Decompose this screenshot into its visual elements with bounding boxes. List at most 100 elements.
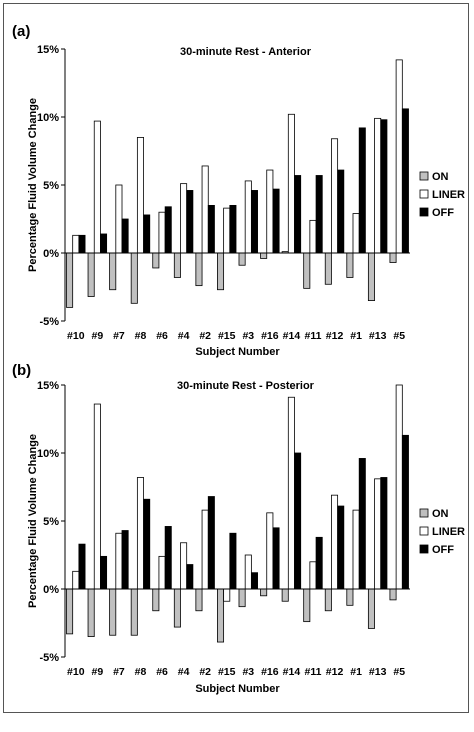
x-axis-title: Subject Number [195, 683, 280, 695]
bar-off-3 [250, 572, 258, 590]
bar-on-6 [152, 252, 160, 269]
bar-on-5 [389, 252, 397, 263]
y-tick-label: 10% [37, 112, 59, 124]
legend-swatch-liner [419, 189, 429, 199]
bar-liner-6 [158, 211, 166, 254]
bar-off-14 [294, 452, 302, 590]
bar-off-12 [337, 169, 345, 254]
bar-liner-8 [136, 136, 144, 254]
x-tick-label: #8 [135, 330, 147, 342]
x-tick-label: #5 [393, 330, 405, 342]
bar-liner-13 [374, 117, 382, 254]
panel-a: (a) 30-minute Rest - Anterior -5% 0% 5% 10% 15… [12, 23, 465, 358]
bar-off-1 [358, 127, 366, 254]
x-tick-label: #4 [178, 666, 190, 678]
x-tick-label: #5 [393, 666, 405, 678]
bar-liner-11 [309, 561, 317, 590]
x-tick-label: #13 [369, 330, 387, 342]
panel-b: (b) 30-minute Rest - Posterior -5% 0% 5% 10% 1… [12, 362, 465, 695]
bar-on-13 [367, 588, 375, 629]
bar-on-11 [303, 252, 311, 289]
chart-title: 30-minute Rest - Anterior [180, 46, 312, 58]
bar-off-6 [164, 206, 172, 254]
bar-on-1 [346, 588, 354, 606]
x-tick-label: #1 [350, 666, 362, 678]
bar-off-10 [78, 234, 86, 254]
legend-label-on: ON [432, 508, 449, 520]
bar-liner-8 [136, 477, 144, 590]
bar-off-11 [315, 175, 323, 254]
legend-label-liner: LINER [432, 526, 465, 538]
x-tick-label: #16 [261, 330, 279, 342]
bar-off-13 [380, 477, 388, 590]
bar-liner-15 [223, 207, 231, 254]
x-tick-label: #9 [92, 666, 104, 678]
bar-liner-12 [331, 494, 339, 590]
bar-off-15 [229, 532, 237, 590]
bar-off-12 [337, 505, 345, 590]
legend-label-off: OFF [432, 207, 454, 219]
bar-liner-14 [287, 113, 295, 254]
bar-off-5 [401, 108, 409, 254]
x-tick-label: #6 [156, 666, 168, 678]
x-tick-label: #14 [283, 330, 301, 342]
bar-on-4 [173, 588, 181, 628]
y-tick-label: 0% [43, 584, 59, 596]
x-axis-title: Subject Number [195, 346, 280, 358]
y-tick-label: 5% [43, 516, 59, 528]
y-axis-title: Percentage Fluid Volume Change [27, 98, 39, 272]
bar-liner-6 [158, 555, 166, 590]
x-tick-label: #16 [261, 666, 279, 678]
bar-on-5 [389, 588, 397, 601]
bar-on-2 [195, 588, 203, 612]
bar-on-7 [109, 252, 117, 291]
x-tick-label: #8 [135, 666, 147, 678]
bar-on-6 [152, 588, 160, 612]
bar-liner-5 [395, 59, 403, 254]
bar-on-2 [195, 252, 203, 287]
bar-liner-3 [244, 554, 252, 590]
bar-off-1 [358, 458, 366, 590]
legend-swatch-on [419, 171, 429, 181]
bar-liner-10 [72, 234, 80, 254]
bar-on-15 [217, 252, 225, 291]
x-tick-label: #7 [113, 330, 125, 342]
bar-off-14 [294, 175, 302, 254]
bar-on-4 [173, 252, 181, 278]
bar-liner-1 [352, 213, 360, 254]
x-tick-label: #3 [242, 330, 254, 342]
bar-off-5 [401, 434, 409, 590]
panel-label: (a) [12, 23, 30, 40]
y-tick-label: -5% [39, 316, 59, 328]
y-tick-label: 15% [37, 44, 59, 56]
x-tick-label: #12 [326, 666, 344, 678]
bar-off-4 [186, 564, 194, 590]
bar-on-14 [281, 588, 289, 602]
bar-on-9 [87, 252, 95, 297]
bar-off-2 [207, 496, 215, 590]
bar-off-7 [121, 218, 129, 254]
bar-liner-12 [331, 138, 339, 254]
bar-liner-4 [180, 542, 188, 590]
x-tick-label: #15 [218, 666, 236, 678]
x-tick-label: #6 [156, 330, 168, 342]
y-axis-title: Percentage Fluid Volume Change [27, 434, 39, 608]
y-tick-label: 15% [37, 380, 59, 392]
bar-on-13 [367, 252, 375, 301]
bar-on-10 [66, 588, 74, 635]
y-tick-label: 10% [37, 448, 59, 460]
bar-on-7 [109, 588, 117, 636]
bar-on-12 [324, 252, 332, 285]
x-tick-label: #1 [350, 330, 362, 342]
legend-swatch-off [419, 544, 429, 554]
bar-liner-5 [395, 384, 403, 590]
bar-liner-1 [352, 509, 360, 590]
bar-off-4 [186, 190, 194, 254]
bar-liner-14 [287, 396, 295, 590]
y-tick-label: -5% [39, 652, 59, 664]
bar-liner-7 [115, 184, 123, 254]
bar-on-9 [87, 588, 95, 637]
bar-liner-4 [180, 183, 188, 254]
bar-liner-16 [266, 169, 274, 254]
bar-off-9 [100, 555, 108, 590]
